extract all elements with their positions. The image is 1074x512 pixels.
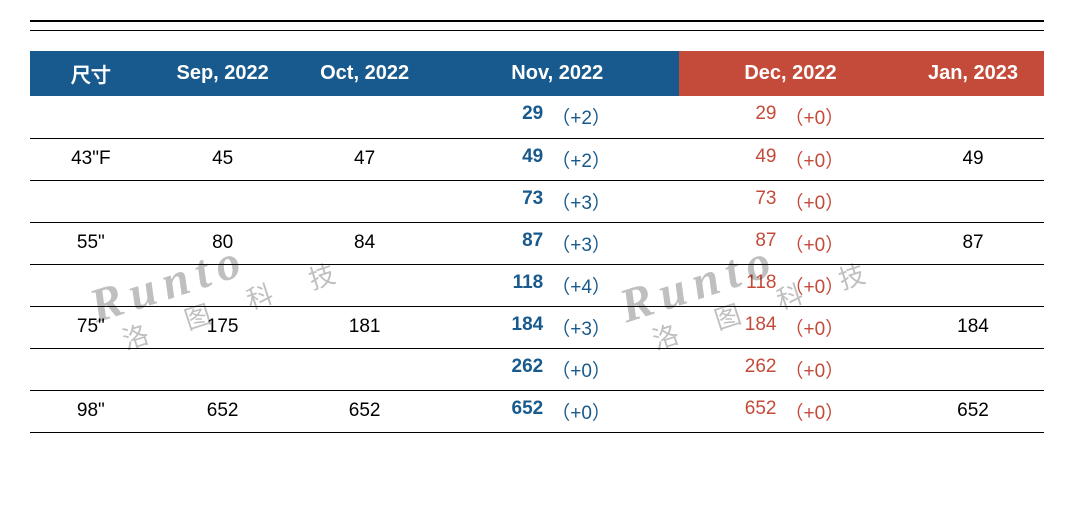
cell-jan	[902, 180, 1044, 222]
col-sep: Sep, 2022	[152, 51, 294, 96]
cell-size: 75"	[30, 306, 152, 348]
cell-nov: 118 （+4）	[436, 264, 679, 306]
cell-nov: 262 （+0）	[436, 348, 679, 390]
dec-value: 652	[736, 398, 776, 425]
dec-value: 118	[736, 272, 776, 299]
cell-nov: 49 （+2）	[436, 138, 679, 180]
nov-delta: （+2）	[551, 146, 611, 173]
table-body: 29 （+2） 29 （+0） 43"F4547 49 （+2） 49 （+0） 49 73 （+3）…	[30, 96, 1044, 432]
cell-dec: 118 （+0）	[679, 264, 902, 306]
top-rule-thin	[30, 30, 1044, 31]
top-rule-thick	[30, 20, 1044, 22]
table-row: 55"8084 87 （+3） 87 （+0） 87	[30, 222, 1044, 264]
nov-value: 87	[503, 230, 543, 257]
cell-dec: 49 （+0）	[679, 138, 902, 180]
cell-size	[30, 180, 152, 222]
cell-dec: 73 （+0）	[679, 180, 902, 222]
nov-value: 262	[503, 356, 543, 383]
nov-value: 73	[503, 188, 543, 215]
cell-jan	[902, 96, 1044, 138]
nov-value: 49	[503, 146, 543, 173]
cell-oct	[294, 264, 436, 306]
cell-size	[30, 96, 152, 138]
cell-oct: 47	[294, 138, 436, 180]
dec-delta: （+0）	[784, 230, 844, 257]
table-row: 262 （+0） 262 （+0）	[30, 348, 1044, 390]
table-row: 75"175181 184 （+3） 184 （+0） 184	[30, 306, 1044, 348]
nov-value: 652	[503, 398, 543, 425]
cell-jan: 184	[902, 306, 1044, 348]
dec-value: 184	[736, 314, 776, 341]
dec-value: 73	[736, 188, 776, 215]
dec-value: 87	[736, 230, 776, 257]
cell-sep: 175	[152, 306, 294, 348]
table-row: 43"F4547 49 （+2） 49 （+0） 49	[30, 138, 1044, 180]
nov-delta: （+0）	[551, 398, 611, 425]
dec-value: 49	[736, 146, 776, 173]
cell-nov: 73 （+3）	[436, 180, 679, 222]
col-dec: Dec, 2022	[679, 51, 902, 96]
nov-delta: （+0）	[551, 356, 611, 383]
cell-dec: 652 （+0）	[679, 390, 902, 432]
cell-nov: 652 （+0）	[436, 390, 679, 432]
table-row: 118 （+4） 118 （+0）	[30, 264, 1044, 306]
cell-jan: 49	[902, 138, 1044, 180]
nov-value: 118	[503, 272, 543, 299]
cell-size: 43"F	[30, 138, 152, 180]
nov-value: 29	[503, 103, 543, 130]
cell-size: 55"	[30, 222, 152, 264]
col-nov: Nov, 2022	[436, 51, 679, 96]
nov-delta: （+2）	[551, 103, 611, 130]
cell-oct	[294, 180, 436, 222]
cell-jan: 87	[902, 222, 1044, 264]
cell-sep	[152, 180, 294, 222]
cell-dec: 87 （+0）	[679, 222, 902, 264]
dec-delta: （+0）	[784, 398, 844, 425]
nov-value: 184	[503, 314, 543, 341]
col-jan: Jan, 2023	[902, 51, 1044, 96]
cell-nov: 87 （+3）	[436, 222, 679, 264]
nov-delta: （+3）	[551, 188, 611, 215]
cell-nov: 184 （+3）	[436, 306, 679, 348]
table-row: 98"652652652（+0）652（+0）652	[30, 390, 1044, 432]
dec-delta: （+0）	[784, 272, 844, 299]
cell-dec: 29 （+0）	[679, 96, 902, 138]
dec-delta: （+0）	[784, 314, 844, 341]
cell-sep	[152, 264, 294, 306]
nov-delta: （+4）	[551, 272, 611, 299]
dec-delta: （+0）	[784, 188, 844, 215]
cell-dec: 262 （+0）	[679, 348, 902, 390]
cell-size	[30, 264, 152, 306]
col-oct: Oct, 2022	[294, 51, 436, 96]
table-row: 73 （+3） 73 （+0）	[30, 180, 1044, 222]
cell-size: 98"	[30, 390, 152, 432]
dec-value: 29	[736, 103, 776, 130]
cell-oct: 84	[294, 222, 436, 264]
table-header-row: 尺寸 Sep, 2022 Oct, 2022 Nov, 2022 Dec, 20…	[30, 51, 1044, 96]
cell-nov: 29 （+2）	[436, 96, 679, 138]
price-table: 尺寸 Sep, 2022 Oct, 2022 Nov, 2022 Dec, 20…	[30, 51, 1044, 433]
cell-jan	[902, 348, 1044, 390]
cell-sep: 652	[152, 390, 294, 432]
cell-sep: 80	[152, 222, 294, 264]
cell-sep: 45	[152, 138, 294, 180]
cell-sep	[152, 348, 294, 390]
cell-jan	[902, 264, 1044, 306]
nov-delta: （+3）	[551, 230, 611, 257]
col-size: 尺寸	[30, 51, 152, 96]
cell-dec: 184 （+0）	[679, 306, 902, 348]
dec-delta: （+0）	[784, 103, 844, 130]
dec-delta: （+0）	[784, 356, 844, 383]
cell-oct	[294, 96, 436, 138]
dec-delta: （+0）	[784, 146, 844, 173]
cell-jan: 652	[902, 390, 1044, 432]
nov-delta: （+3）	[551, 314, 611, 341]
cell-oct: 181	[294, 306, 436, 348]
dec-value: 262	[736, 356, 776, 383]
cell-size	[30, 348, 152, 390]
cell-sep	[152, 96, 294, 138]
cell-oct: 652	[294, 390, 436, 432]
cell-oct	[294, 348, 436, 390]
table-row: 29 （+2） 29 （+0）	[30, 96, 1044, 138]
